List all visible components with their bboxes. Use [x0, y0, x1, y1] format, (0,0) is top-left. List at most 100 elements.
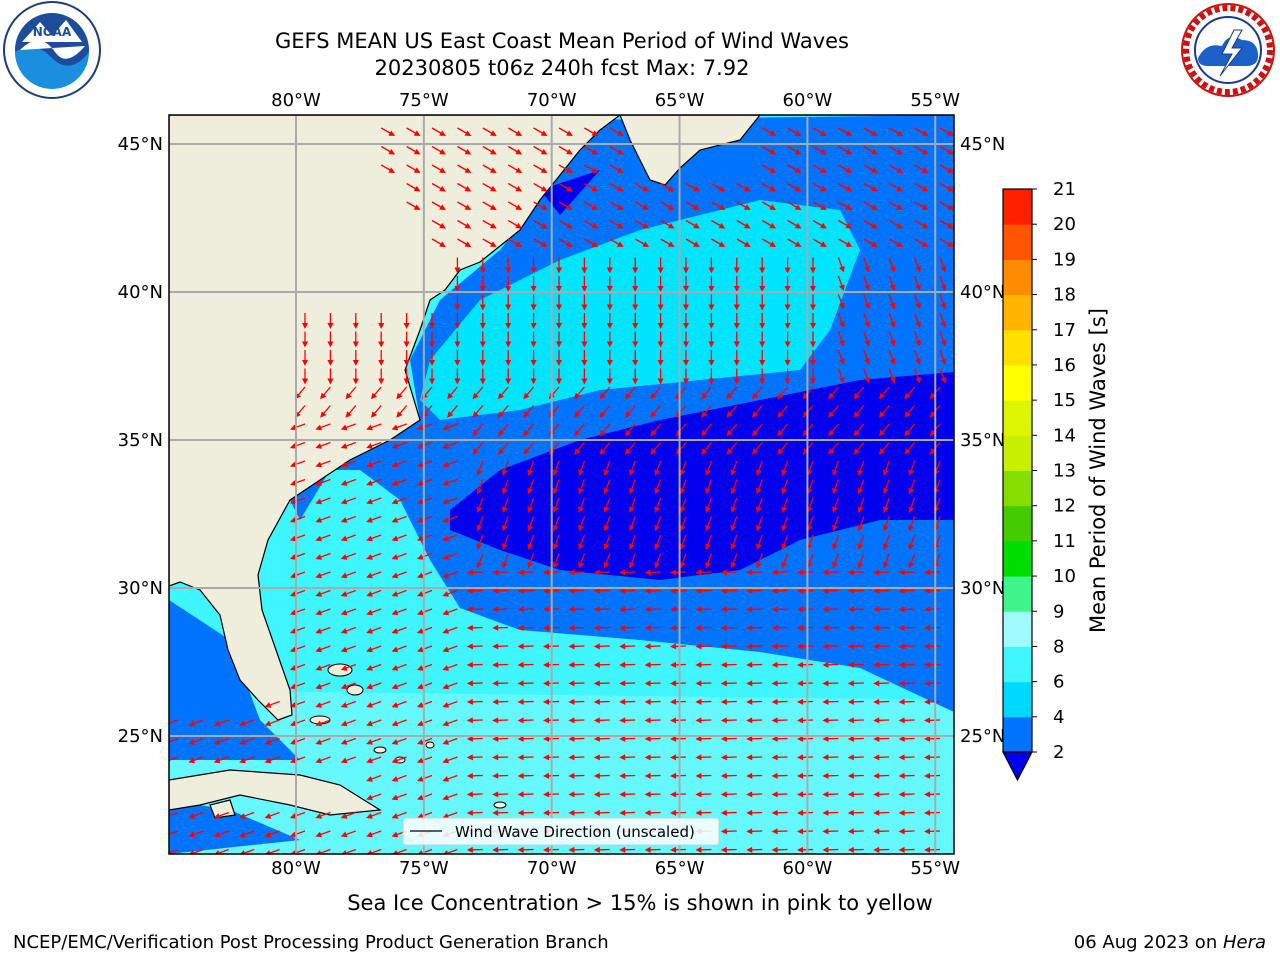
wave-arrow-head — [733, 304, 740, 311]
wave-arrow-head — [781, 561, 787, 569]
wave-arrow-head — [416, 720, 424, 727]
wave-arrow-head — [492, 754, 499, 761]
wave-arrow-head — [489, 222, 497, 229]
wave-arrow-head — [391, 794, 399, 801]
wave-arrow-head — [889, 376, 896, 384]
wave-arrow-head — [701, 392, 708, 400]
wave-arrow-head — [726, 448, 733, 455]
wave-arrow-head — [873, 661, 880, 668]
wave-arrow-head — [873, 587, 880, 594]
wave-arrow-head — [566, 204, 573, 210]
wave-arrow-head — [797, 791, 804, 798]
wave-arrow-head — [857, 524, 864, 532]
wave-arrow-head — [517, 698, 524, 705]
wave-arrow-head — [568, 791, 575, 798]
wave-arrow-head — [240, 850, 246, 854]
wave-arrow-head — [746, 661, 753, 668]
wave-arrow-head — [416, 813, 424, 819]
wave-arrow-head — [442, 794, 450, 801]
wave-arrow-head — [574, 392, 581, 400]
wave-arrow-head — [864, 339, 871, 347]
wave-arrow-head — [340, 591, 348, 597]
wave-arrow-head — [720, 735, 727, 742]
wave-arrow-head — [439, 204, 446, 210]
wave-arrow-head — [366, 461, 373, 468]
wave-arrow-head — [828, 448, 835, 455]
wave-arrow-head — [845, 148, 853, 155]
wave-arrow-head — [599, 448, 606, 455]
wave-arrow-head — [759, 360, 766, 366]
wave-arrow-head — [239, 831, 246, 838]
wave-arrow-head — [873, 643, 880, 650]
wave-arrow-head — [439, 167, 446, 173]
wave-arrow-head — [847, 717, 854, 724]
wave-arrow-head — [289, 554, 297, 560]
wave-arrow-head — [924, 809, 931, 816]
colorbar-segment — [1003, 716, 1032, 753]
lon-label-bottom: 70°W — [527, 858, 577, 879]
wave-arrow-head — [566, 185, 573, 192]
wave-arrow-head — [882, 469, 889, 477]
colorbar-tick-label: 18 — [1053, 285, 1076, 306]
wave-arrow-head — [794, 148, 802, 155]
wave-arrow-head — [679, 561, 686, 569]
wave-arrow-head — [391, 813, 399, 819]
wave-arrow-head — [642, 222, 650, 229]
wave-arrow-head — [619, 624, 626, 631]
wave-arrow-head — [540, 185, 548, 192]
wave-arrow-head — [670, 624, 677, 631]
wave-arrow-head — [327, 323, 334, 329]
wave-arrow-head — [921, 222, 929, 229]
wave-arrow-head — [929, 392, 936, 400]
wave-arrow-head — [391, 609, 399, 616]
wave-arrow-head — [784, 304, 791, 311]
wave-arrow-head — [476, 524, 483, 532]
lat-label-right: 45°N — [960, 134, 1005, 155]
wave-arrow-head — [847, 809, 854, 816]
wave-arrow-head — [670, 680, 677, 687]
wave-arrow-head — [413, 148, 421, 155]
wave-arrow-head — [340, 683, 348, 690]
colorbar-segment — [1003, 189, 1032, 225]
wave-arrow-head — [898, 643, 905, 650]
wave-arrow-head — [769, 204, 777, 210]
wave-arrow-head — [853, 411, 860, 418]
wave-arrow-head — [489, 204, 497, 210]
wave-arrow-head — [632, 267, 639, 274]
wave-arrow-head — [442, 757, 450, 764]
wave-arrow-head — [822, 754, 829, 761]
wave-arrow-head — [847, 735, 854, 742]
wave-arrow-head — [657, 323, 664, 329]
wave-arrow-head — [188, 739, 196, 745]
wave-arrow-head — [847, 828, 854, 835]
wave-arrow-head — [429, 341, 435, 348]
wave-arrow-head — [720, 717, 727, 724]
wave-arrow-head — [370, 392, 378, 400]
wave-arrow-head — [345, 392, 352, 400]
lon-label-top: 60°W — [783, 90, 833, 111]
wave-arrow-head — [940, 302, 947, 310]
wave-arrow-head — [720, 569, 727, 576]
wave-arrow-head — [543, 680, 550, 687]
colorbar-label: Mean Period of Wind Waves [s] — [1086, 308, 1110, 633]
wave-arrow-head — [603, 469, 610, 477]
wave-arrow-head — [213, 813, 221, 819]
wave-arrow-head — [530, 360, 537, 366]
wave-arrow-head — [730, 487, 737, 495]
wave-arrow-head — [873, 698, 880, 705]
wave-arrow-head — [921, 241, 929, 247]
wave-arrow-head — [873, 735, 880, 742]
wave-arrow-head — [540, 222, 548, 229]
wave-arrow-head — [476, 487, 483, 495]
wave-arrow-head — [693, 222, 700, 229]
colorbar-segment — [1003, 400, 1032, 436]
wave-arrow-head — [439, 241, 446, 247]
wave-arrow-head — [898, 606, 905, 613]
wave-arrow-head — [515, 241, 523, 247]
wave-arrow-head — [908, 524, 914, 532]
wave-arrow-head — [898, 735, 905, 742]
wave-arrow-head — [517, 606, 524, 613]
wave-arrow-head — [642, 241, 650, 247]
wave-arrow-head — [315, 443, 323, 449]
wave-arrow-head — [388, 167, 396, 173]
